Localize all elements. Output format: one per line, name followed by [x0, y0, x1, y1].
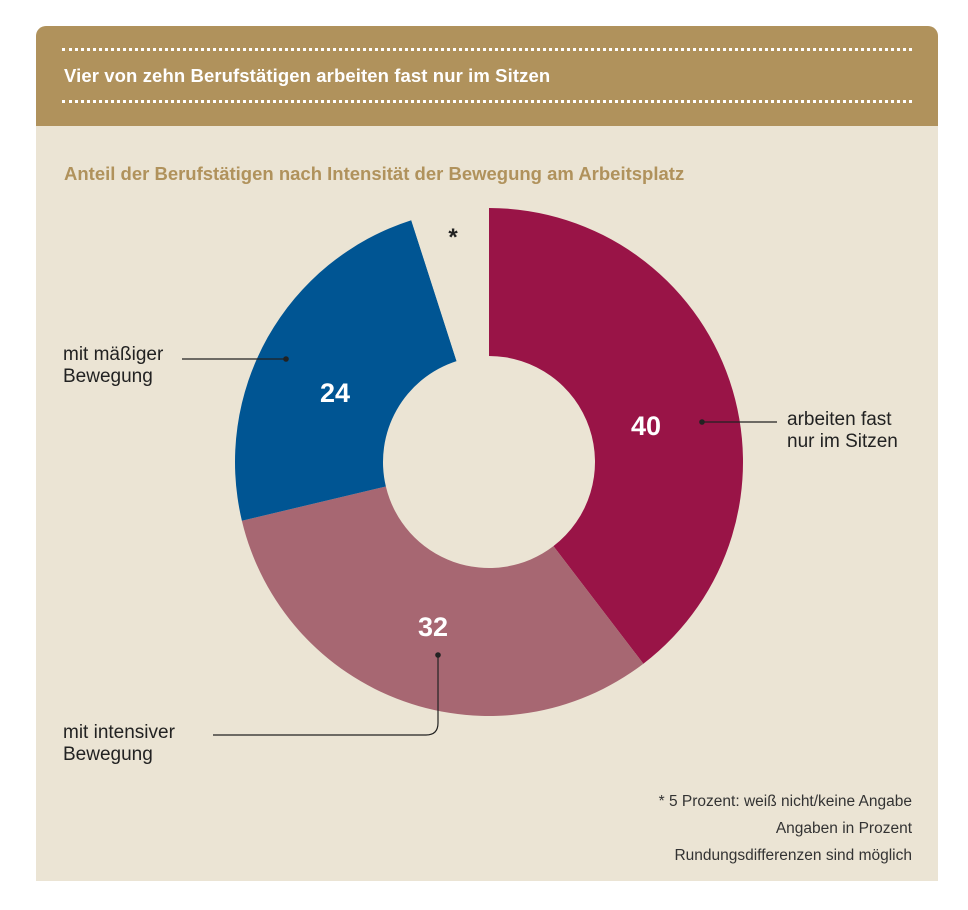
slice-mit-intensiver-bewegung	[241, 486, 644, 716]
header-dotted-rule-bottom	[62, 100, 912, 103]
callout-label-2-line-2: Bewegung	[63, 744, 153, 765]
footnote-unit: Angaben in Prozent	[775, 820, 912, 837]
callout-label-3-line-2: Bewegung	[63, 366, 153, 387]
callout-label-2-line-1: mit intensiver	[63, 722, 176, 743]
header-bar: Vier von zehn Berufstätigen arbeiten fas…	[36, 26, 938, 126]
callout-label-1-line-2: nur im Sitzen	[787, 431, 898, 452]
header-title: Vier von zehn Berufstätigen arbeiten fas…	[64, 65, 551, 86]
leader-dot-1	[699, 419, 705, 425]
asterisk-marker: *	[448, 224, 458, 251]
value-label-arbeiten-fast-nur-im-sitzen: 40	[631, 411, 661, 441]
chart-subtitle: Anteil der Berufstätigen nach Intensität…	[64, 163, 685, 184]
footnotes: * 5 Prozent: weiß nicht/keine Angabe Ang…	[659, 788, 912, 869]
leader-dot-3	[283, 356, 289, 362]
value-label-mit-intensiver-bewegung: 32	[418, 612, 448, 642]
slice-mit-maessiger-bewegung	[234, 220, 457, 521]
footnote-rounding: Rundungsdifferenzen sind möglich	[674, 847, 912, 864]
callout-label-1-line-1: arbeiten fast	[787, 409, 892, 430]
header-dotted-rule-top	[62, 48, 912, 51]
chart-panel: Vier von zehn Berufstätigen arbeiten fas…	[36, 26, 938, 881]
slice-other	[411, 208, 489, 362]
footnote-missing: * 5 Prozent: weiß nicht/keine Angabe	[658, 793, 912, 810]
callout-label-3-line-1: mit mäßiger	[63, 344, 164, 365]
value-label-mit-maessiger-bewegung: 24	[320, 378, 350, 408]
slice-arbeiten-fast-nur-im-sitzen	[489, 208, 744, 664]
leader-dot-2	[435, 652, 441, 658]
value-labels: 40 32 24 *	[320, 224, 661, 642]
leader-line-2	[213, 655, 439, 736]
donut-slices	[234, 208, 744, 716]
